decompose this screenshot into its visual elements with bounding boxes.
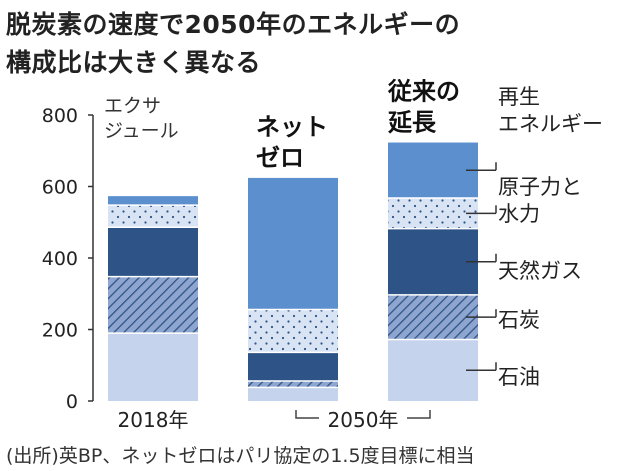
unit-label-line-1: エクサ: [104, 95, 161, 117]
legend-label-1-line-1: 再生: [498, 85, 540, 109]
y-tick-label-600: 600: [42, 177, 78, 199]
bar-segment-3-5: [388, 142, 478, 198]
legend-label-2-line-2: 水力: [498, 202, 540, 226]
bar-segment-2-4: [248, 309, 338, 353]
bar-label-2-line-1: ネット: [256, 113, 328, 141]
bar-segment-3-3: [388, 228, 478, 295]
unit-label-line-2: ジュール: [104, 120, 179, 142]
y-tick-label-800: 800: [42, 105, 78, 127]
bar-segment-1-1: [108, 333, 198, 401]
y-tick-label-400: 400: [42, 248, 78, 270]
bar-segment-1-3: [108, 227, 198, 277]
bar-segment-3-1: [388, 339, 478, 401]
legend-label-4-line-1: 石炭: [498, 308, 540, 332]
bar-label-3-line-1: 従来の: [387, 78, 460, 106]
bracket-2050-right: [407, 410, 431, 419]
source-note: (出所)英BP、ネットゼロはパリ協定の1.5度目標に相当: [6, 445, 475, 467]
bar-label-3-line-2: 延長: [387, 109, 437, 137]
y-tick-label-0: 0: [66, 391, 78, 413]
x-label-2018: 2018年: [118, 408, 189, 432]
bar-segment-1-2: [108, 276, 198, 334]
bar-segment-1-4: [108, 205, 198, 228]
legend-label-3-line-1: 天然ガス: [498, 259, 582, 283]
legend-label-5-line-1: 石油: [498, 365, 540, 389]
chart-title-line2: 構成比は大きく異なる: [6, 48, 262, 77]
bar-segment-3-4: [388, 197, 478, 229]
bar-segment-3-2: [388, 294, 478, 340]
y-tick-label-200: 200: [42, 320, 78, 342]
bar-segment-1-5: [108, 196, 198, 206]
bracket-2050-left: [295, 410, 319, 419]
bar-segment-2-1: [248, 387, 338, 401]
bar-label-2-line-2: ゼロ: [256, 144, 304, 172]
bar-segment-2-2: [248, 380, 338, 388]
legend-label-2-line-1: 原子力と: [498, 175, 582, 199]
bar-segment-2-5: [248, 177, 338, 310]
bar-segment-2-3: [248, 352, 338, 381]
legend-label-1-line-2: エネルギー: [498, 112, 603, 136]
x-label-2050: 2050年: [328, 408, 399, 432]
chart-title-line1: 脱炭素の速度で2050年のエネルギーの: [6, 10, 461, 39]
